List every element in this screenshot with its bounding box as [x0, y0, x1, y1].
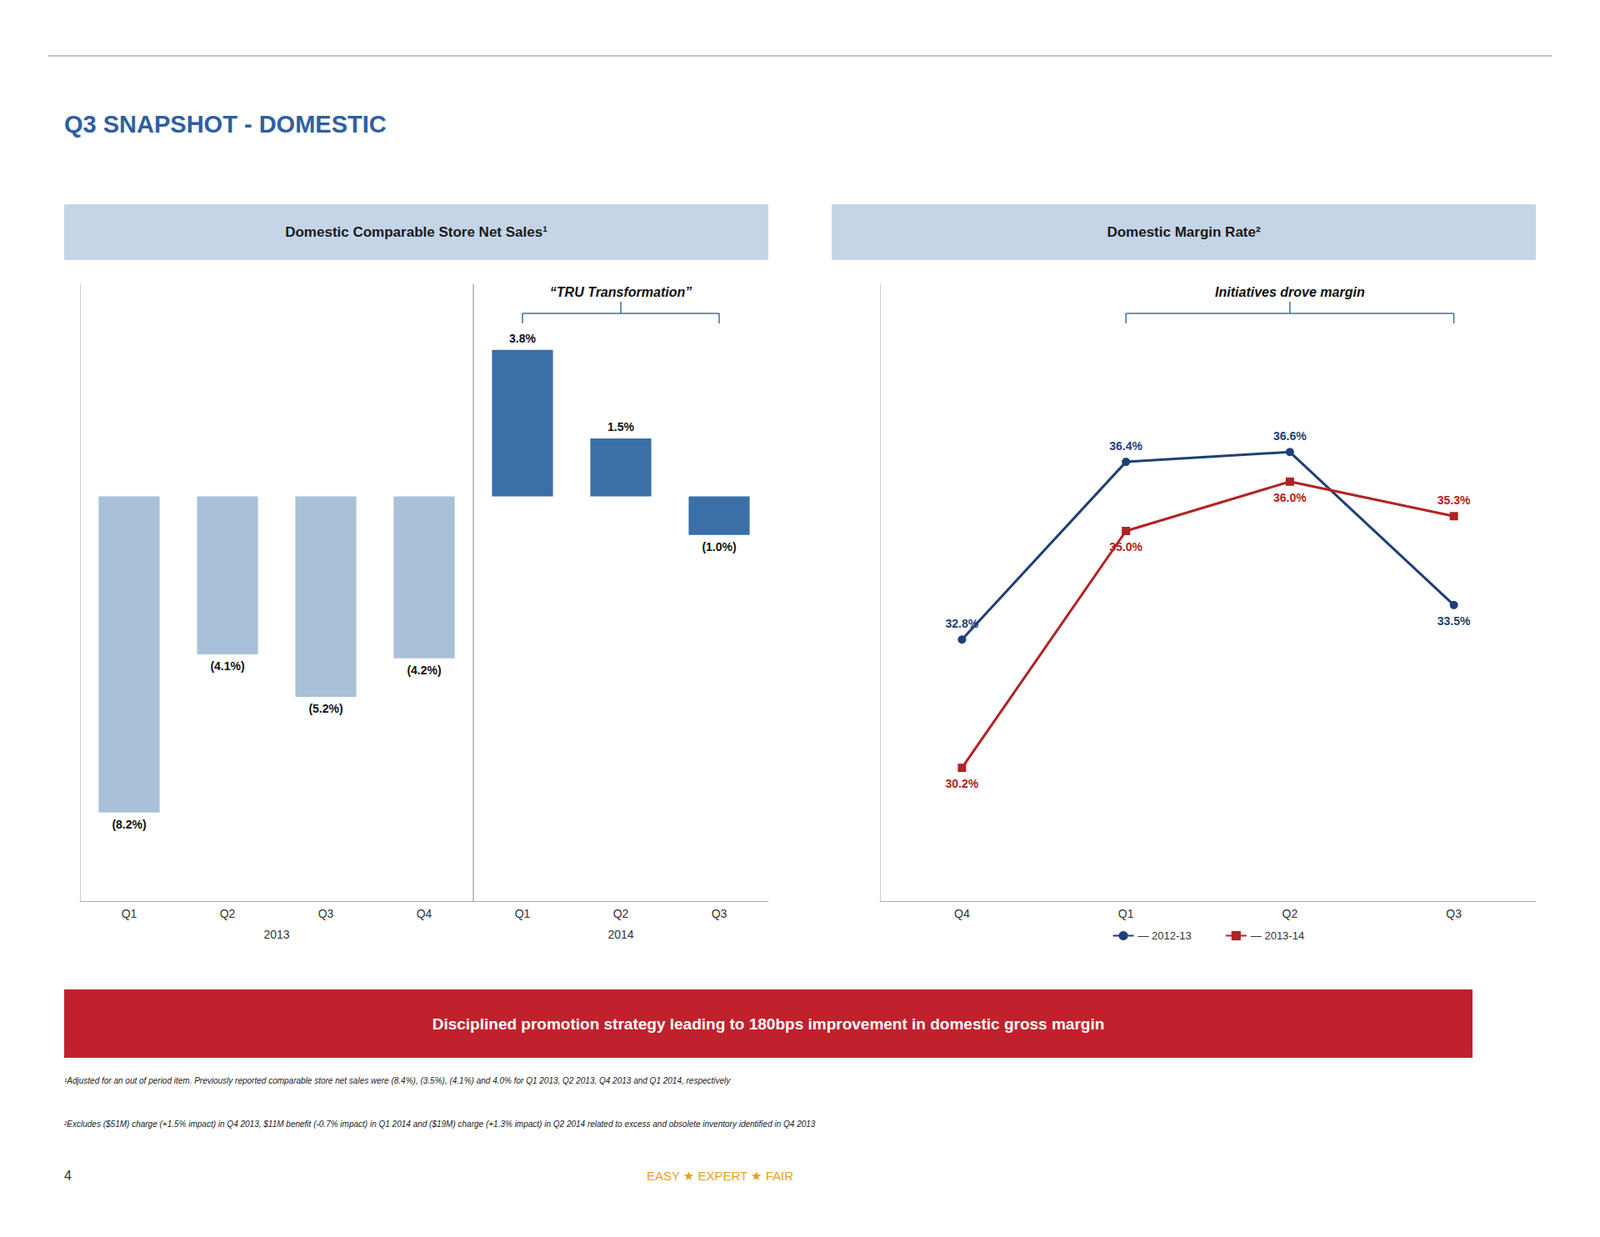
svg-text:Q2: Q2	[1282, 906, 1299, 920]
svg-text:EASY ★ EXPERT ★ FAIR: EASY ★ EXPERT ★ FAIR	[646, 1168, 794, 1183]
svg-text:Q2: Q2	[613, 906, 630, 920]
svg-text:Q1: Q1	[1118, 906, 1135, 920]
svg-text:30.2%: 30.2%	[945, 776, 980, 790]
svg-text:3.8%: 3.8%	[509, 331, 536, 345]
svg-text:36.4%: 36.4%	[1109, 439, 1143, 453]
svg-text:2014: 2014	[607, 927, 634, 941]
svg-text:4: 4	[64, 1168, 72, 1183]
svg-text:Q3 SNAPSHOT - DOMESTIC: Q3 SNAPSHOT - DOMESTIC	[64, 110, 387, 138]
svg-text:²Excludes ($51M) charge (+1.5%: ²Excludes ($51M) charge (+1.5% impact) i…	[64, 1119, 816, 1129]
svg-text:(1.0%): (1.0%)	[701, 540, 736, 554]
svg-text:Q3: Q3	[318, 906, 335, 920]
svg-text:(8.2%): (8.2%)	[111, 817, 146, 831]
svg-text:Q3: Q3	[711, 906, 728, 920]
svg-text:¹Adjusted for an out of period: ¹Adjusted for an out of period item. Pre…	[64, 1075, 731, 1085]
svg-text:36.0%: 36.0%	[1273, 490, 1307, 505]
svg-text:35.3%: 35.3%	[1437, 493, 1471, 507]
svg-text:1.5%: 1.5%	[607, 420, 635, 434]
svg-text:(4.1%): (4.1%)	[210, 659, 245, 673]
svg-text:33.5%: 33.5%	[1437, 614, 1471, 628]
svg-text:Q1: Q1	[121, 906, 138, 920]
svg-text:Disciplined promotion strategy: Disciplined promotion strategy leading t…	[432, 1015, 1105, 1033]
svg-text:Q4: Q4	[954, 906, 970, 920]
svg-text:“TRU Transformation”: “TRU Transformation”	[550, 285, 692, 300]
svg-text:Domestic Margin Rate²: Domestic Margin Rate²	[1106, 224, 1261, 240]
svg-text:Q2: Q2	[220, 906, 236, 920]
svg-text:(5.2%): (5.2%)	[308, 701, 343, 715]
svg-text:Domestic Comparable Store Net: Domestic Comparable Store Net Sales¹	[285, 224, 548, 240]
svg-text:(4.2%): (4.2%)	[406, 663, 441, 677]
svg-text:35.0%: 35.0%	[1109, 540, 1143, 554]
svg-text:Initiatives drove margin: Initiatives drove margin	[1215, 285, 1365, 300]
svg-text:— 2012-13: — 2012-13	[1138, 929, 1192, 942]
svg-text:32.8%: 32.8%	[945, 616, 980, 630]
svg-text:36.6%: 36.6%	[1273, 429, 1307, 443]
svg-text:— 2013-14: — 2013-14	[1250, 929, 1305, 942]
svg-text:Q1: Q1	[515, 906, 531, 920]
svg-text:2013: 2013	[263, 927, 290, 941]
svg-text:Q4: Q4	[416, 906, 433, 920]
svg-text:Q3: Q3	[1445, 906, 1462, 920]
